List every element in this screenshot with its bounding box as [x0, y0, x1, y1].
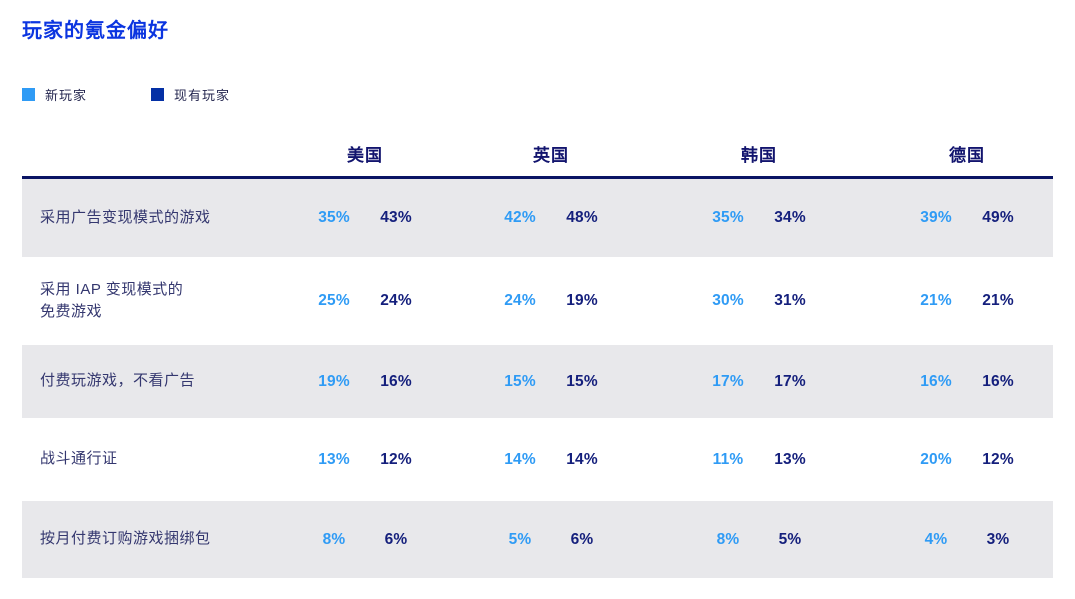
- value-new: 39%: [920, 209, 952, 226]
- value-new: 35%: [318, 209, 350, 226]
- value-new: 8%: [322, 530, 346, 548]
- column-header-uk: 英国: [533, 145, 569, 165]
- value-new: 4%: [924, 530, 948, 548]
- cell-group-us: 13% 12%: [303, 451, 427, 469]
- row-label: 按月付费订购游戏捆绑包: [40, 530, 211, 548]
- value-existing: 17%: [774, 372, 806, 390]
- cell-group-us: 8% 6%: [303, 531, 427, 549]
- value-existing: 21%: [982, 292, 1014, 309]
- value-existing: 43%: [380, 209, 412, 226]
- value-existing: 16%: [380, 372, 412, 390]
- value-new: 8%: [716, 530, 740, 548]
- column-header-korea: 韩国: [741, 145, 777, 165]
- cell-group-germany: 4% 3%: [905, 531, 1029, 549]
- cell-group-korea: 30% 31%: [697, 292, 821, 310]
- value-existing: 6%: [384, 530, 408, 548]
- value-existing: 34%: [774, 209, 806, 226]
- legend-label: 现有玩家: [174, 88, 231, 103]
- cell-group-uk: 42% 48%: [489, 209, 613, 227]
- cell-group-us: 19% 16%: [303, 373, 427, 391]
- table-row: 付费玩游戏，不看广告 19% 16% 15% 15% 17% 17% 16% 1…: [22, 345, 1053, 418]
- value-new: 42%: [504, 209, 536, 226]
- column-header-germany: 德国: [949, 145, 985, 165]
- report-page: 玩家的氪金偏好 新玩家 现有玩家 美国 英国 韩国 德国 采用广告变现模式的游戏: [22, 20, 1053, 578]
- table-row: 采用 IAP 变现模式的 免费游戏 25% 24% 24% 19% 30% 31…: [22, 257, 1053, 345]
- table-row: 采用广告变现模式的游戏 35% 43% 42% 48% 35% 34% 39% …: [22, 179, 1053, 257]
- value-new: 15%: [504, 372, 536, 390]
- legend-item-existing-players: 现有玩家: [151, 85, 230, 104]
- cell-group-germany: 16% 16%: [905, 373, 1029, 391]
- row-label: 采用广告变现模式的游戏: [40, 208, 211, 226]
- cell-group-uk: 24% 19%: [489, 292, 613, 310]
- row-label: 采用 IAP 变现模式的 免费游戏: [40, 280, 184, 321]
- cell-group-germany: 21% 21%: [905, 292, 1029, 310]
- cell-group-germany: 39% 49%: [905, 209, 1029, 227]
- value-existing: 6%: [570, 530, 594, 548]
- new-players-swatch-icon: [22, 88, 35, 101]
- value-existing: 3%: [986, 530, 1010, 548]
- preferences-table: 美国 英国 韩国 德国 采用广告变现模式的游戏 35% 43% 42% 48% …: [22, 130, 1053, 578]
- value-new: 17%: [712, 372, 744, 390]
- value-existing: 48%: [566, 209, 598, 226]
- legend: 新玩家 现有玩家: [22, 85, 1053, 104]
- cell-group-uk: 5% 6%: [489, 531, 613, 549]
- cell-group-korea: 17% 17%: [697, 373, 821, 391]
- cell-group-korea: 11% 13%: [697, 451, 821, 469]
- legend-item-new-players: 新玩家: [22, 85, 87, 104]
- table-row: 战斗通行证 13% 12% 14% 14% 11% 13% 20% 12%: [22, 418, 1053, 501]
- cell-group-germany: 20% 12%: [905, 451, 1029, 469]
- table-row: 按月付费订购游戏捆绑包 8% 6% 5% 6% 8% 5% 4% 3%: [22, 501, 1053, 578]
- value-existing: 19%: [566, 292, 598, 309]
- value-existing: 16%: [982, 372, 1014, 390]
- header-divider: [22, 176, 1053, 179]
- cell-group-korea: 35% 34%: [697, 209, 821, 227]
- page-title: 玩家的氪金偏好: [22, 20, 169, 42]
- value-new: 21%: [920, 292, 952, 309]
- value-new: 24%: [504, 292, 536, 309]
- row-label: 战斗通行证: [40, 450, 118, 468]
- legend-label: 新玩家: [45, 88, 88, 103]
- column-header-us: 美国: [347, 145, 383, 165]
- value-new: 13%: [318, 450, 350, 468]
- value-existing: 15%: [566, 372, 598, 390]
- value-new: 25%: [318, 292, 350, 309]
- value-new: 20%: [920, 450, 952, 468]
- cell-group-us: 35% 43%: [303, 209, 427, 227]
- value-existing: 24%: [380, 292, 412, 309]
- value-existing: 5%: [778, 530, 802, 548]
- cell-group-uk: 14% 14%: [489, 451, 613, 469]
- cell-group-us: 25% 24%: [303, 292, 427, 310]
- cell-group-korea: 8% 5%: [697, 531, 821, 549]
- value-existing: 12%: [380, 450, 412, 468]
- value-existing: 13%: [774, 450, 806, 468]
- value-new: 35%: [712, 209, 744, 226]
- value-new: 5%: [508, 530, 532, 548]
- table-header-row: 美国 英国 韩国 德国: [22, 130, 1053, 176]
- value-existing: 12%: [982, 450, 1014, 468]
- row-label: 付费玩游戏，不看广告: [40, 372, 196, 390]
- value-new: 30%: [712, 292, 744, 309]
- existing-players-swatch-icon: [151, 88, 165, 101]
- value-new: 19%: [318, 372, 350, 390]
- value-new: 16%: [920, 372, 952, 390]
- value-existing: 49%: [982, 209, 1014, 226]
- value-new: 14%: [504, 450, 536, 468]
- value-existing: 31%: [774, 292, 806, 309]
- value-new: 11%: [712, 450, 744, 468]
- cell-group-uk: 15% 15%: [489, 373, 613, 391]
- value-existing: 14%: [566, 450, 598, 468]
